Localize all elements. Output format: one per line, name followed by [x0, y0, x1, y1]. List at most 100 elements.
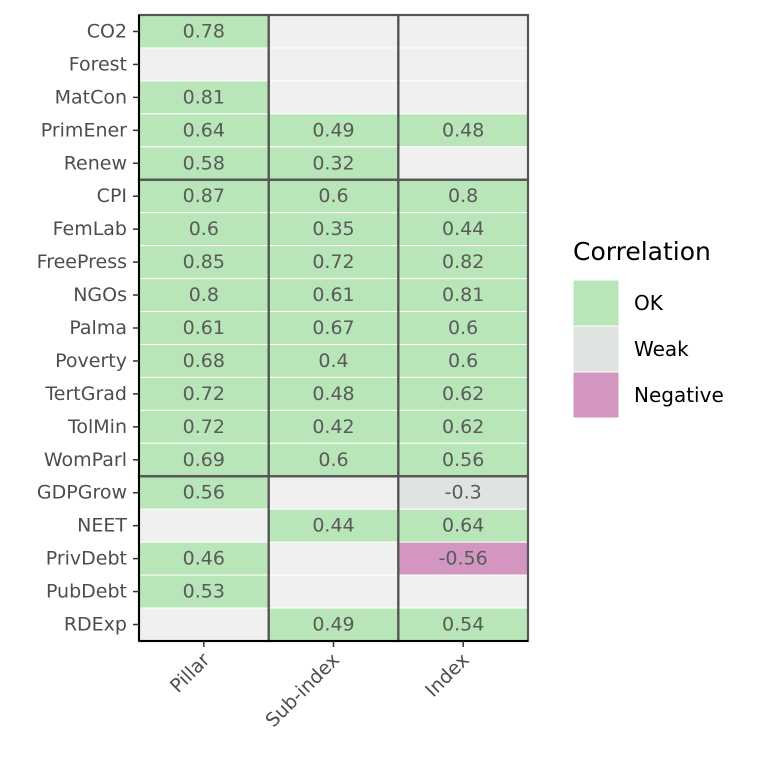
heatmap-cell: [397, 179, 529, 214]
y-tick-label: TertGrad: [44, 383, 127, 405]
heatmap-cell: [138, 508, 270, 543]
cell-value-label: 0.85: [183, 251, 225, 273]
cell-value-label: 0.53: [183, 581, 225, 603]
heatmap-cell: [138, 311, 270, 345]
y-tick-label: Poverty: [55, 350, 127, 372]
heatmap-cell: [268, 508, 399, 543]
heatmap-cell: [397, 80, 529, 115]
cell-value-label: 0.62: [442, 416, 484, 438]
cell-value-label: 0.56: [442, 449, 484, 471]
cell-value-label: 0.6: [448, 350, 478, 372]
legend-label: OK: [634, 291, 664, 315]
cell-value-label: 0.64: [183, 119, 225, 141]
cell-value-label: 0.72: [183, 416, 225, 438]
cell-value-label: 0.6: [318, 185, 348, 207]
heatmap-cell: [397, 574, 529, 609]
heatmap-cell: [138, 343, 270, 378]
y-tick-label: RDExp: [64, 614, 127, 636]
cell-value-label: 0.32: [312, 152, 354, 174]
heatmap-cell: [268, 607, 399, 642]
heatmap-cell: [397, 376, 529, 411]
heatmap-cell: [268, 80, 399, 115]
y-tick-label: TolMin: [67, 416, 127, 438]
heatmap-cell: [138, 409, 270, 444]
heatmap-cells: 0.78 0.81 0.64 0.49 0.48 0.58 0.32 0.87 0.6 0.8 0.…: [138, 14, 529, 642]
heatmap-cell: [268, 574, 399, 609]
heatmap-cell: [268, 475, 399, 510]
cell-value-label: 0.54: [442, 614, 484, 636]
cell-value-label: 0.44: [312, 515, 354, 537]
cell-value-label: 0.58: [183, 152, 225, 174]
cell-value-label: 0.68: [183, 350, 225, 372]
cell-value-label: 0.56: [183, 482, 225, 504]
heatmap-cell: [397, 475, 529, 510]
cell-value-label: 0.72: [183, 383, 225, 405]
heatmap-cell: [268, 212, 399, 247]
cell-value-label: 0.42: [312, 416, 354, 438]
y-tick-label: PubDebt: [46, 581, 127, 603]
x-tick-label: Index: [421, 649, 474, 702]
cell-value-label: 0.46: [183, 548, 225, 570]
y-tick-label: CO2: [87, 20, 127, 42]
y-tick-label: FreePress: [37, 251, 127, 273]
y-tick-label: Forest: [69, 53, 127, 75]
cell-value-label: 0.8: [448, 185, 478, 207]
heatmap-cell: [138, 245, 270, 280]
heatmap-cell: [397, 311, 529, 345]
x-tick-label: Pillar: [166, 649, 214, 697]
heatmap-cell: [397, 343, 529, 378]
cell-value-label: 0.8: [189, 284, 219, 306]
y-tick-label: Renew: [64, 152, 127, 174]
cell-value-label: 0.4: [318, 350, 348, 372]
heatmap-cell: [138, 47, 270, 82]
y-tick-label: Palma: [69, 317, 127, 339]
cell-value-label: 0.81: [183, 86, 225, 108]
y-tick-label: PrivDebt: [46, 548, 127, 570]
cell-value-label: 0.61: [312, 284, 354, 306]
heatmap-cell: [397, 607, 529, 642]
cell-value-label: 0.48: [312, 383, 354, 405]
cell-value-label: 0.6: [448, 317, 478, 339]
legend-label: Weak: [634, 337, 689, 361]
heatmap-cell: [268, 541, 399, 576]
cell-value-label: 0.61: [183, 317, 225, 339]
heatmap-cell: [138, 80, 270, 115]
heatmap-cell: [138, 14, 270, 49]
cell-value-label: 0.69: [183, 449, 225, 471]
heatmap-cell: [138, 113, 270, 148]
cell-value-label: 0.6: [318, 449, 348, 471]
heatmap-cell: [397, 146, 529, 181]
y-tick-label: MatCon: [55, 86, 127, 108]
y-tick-label: NEET: [77, 515, 127, 537]
cell-value-label: 0.67: [312, 317, 354, 339]
x-tick-label: Sub-index: [261, 649, 344, 732]
cell-value-label: 0.48: [442, 119, 484, 141]
cell-value-label: 0.49: [312, 119, 354, 141]
cell-value-label: 0.62: [442, 383, 484, 405]
legend-swatch: [572, 279, 620, 327]
cell-value-label: -0.3: [445, 482, 482, 504]
y-tick-label: FemLab: [53, 218, 127, 240]
legend-title: Correlation: [573, 237, 711, 266]
heatmap-cell: [268, 376, 399, 411]
cell-value-label: 0.82: [442, 251, 484, 273]
legend-label: Negative: [634, 383, 724, 407]
legend: Correlation OK Weak Negative: [572, 237, 724, 419]
heatmap-cell: [268, 311, 399, 345]
heatmap-cell: [397, 409, 529, 444]
cell-value-label: 0.81: [442, 284, 484, 306]
heatmap-cell: [268, 14, 399, 49]
heatmap-cell: [397, 541, 529, 576]
cell-value-label: 0.49: [312, 614, 354, 636]
y-tick-label: GDPGrow: [37, 482, 127, 504]
heatmap-cell: [138, 607, 270, 642]
cell-value-label: 0.78: [183, 20, 225, 42]
y-tick-label: CPI: [97, 185, 127, 207]
heatmap-cell: [268, 47, 399, 82]
cell-value-label: 0.87: [183, 185, 225, 207]
cell-value-label: -0.56: [439, 548, 488, 570]
legend-swatch: [572, 325, 620, 373]
heatmap-cell: [138, 541, 270, 576]
cell-value-label: 0.35: [312, 218, 354, 240]
